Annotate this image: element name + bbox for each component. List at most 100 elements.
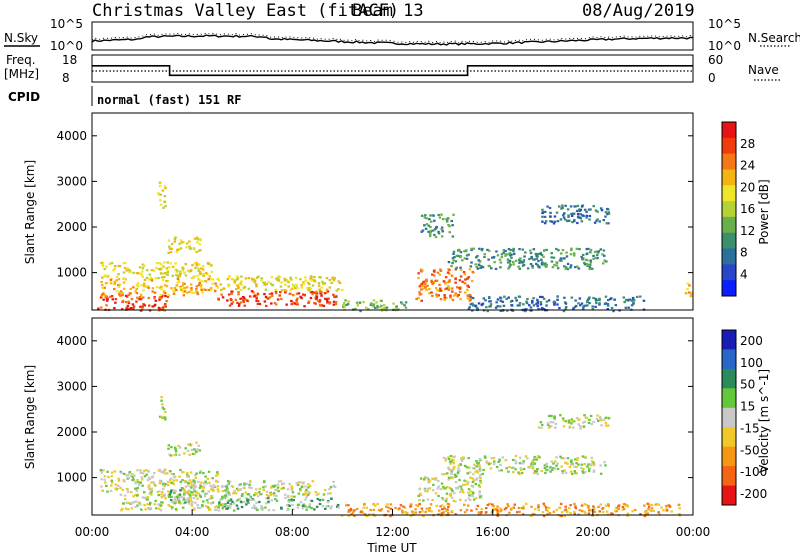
heatmap-cell	[467, 307, 471, 310]
heatmap-cell	[314, 302, 317, 305]
heatmap-cell	[607, 211, 610, 214]
heatmap-cell	[264, 485, 267, 488]
heatmap-cell	[199, 483, 202, 486]
heatmap-cell	[507, 267, 510, 270]
heatmap-cell	[544, 262, 547, 265]
heatmap-cell	[101, 276, 104, 279]
heatmap-cell	[140, 309, 143, 312]
heatmap-cell	[182, 493, 186, 496]
heatmap-cell	[159, 193, 162, 196]
heatmap-cell	[500, 253, 504, 256]
heatmap-cell	[461, 489, 465, 492]
heatmap-cell	[216, 286, 220, 289]
heatmap-cell	[448, 225, 451, 228]
heatmap-cell	[178, 453, 181, 456]
heatmap-cell	[311, 480, 315, 483]
heatmap-cell	[170, 446, 173, 449]
heatmap-cell	[480, 249, 484, 252]
heatmap-cell	[311, 284, 315, 287]
heatmap-cell	[163, 272, 166, 275]
heatmap-cell	[550, 460, 553, 463]
heatmap-cell	[423, 280, 426, 283]
heatmap-cell	[309, 277, 312, 280]
heatmap-cell	[505, 297, 508, 300]
heatmap-cell	[520, 506, 524, 510]
heatmap-cell	[167, 484, 170, 487]
heatmap-cell	[202, 272, 206, 276]
heatmap-cell	[226, 501, 230, 504]
heatmap-cell	[558, 506, 561, 510]
heatmap-cell	[286, 488, 290, 491]
heatmap-cell	[238, 497, 241, 500]
heatmap-cell	[575, 458, 579, 461]
heatmap-cell	[522, 460, 525, 463]
heatmap-cell	[173, 240, 177, 243]
heatmap-cell	[342, 301, 346, 305]
heatmap-cell	[496, 505, 499, 508]
heatmap-cell	[238, 303, 241, 306]
heatmap-cell	[159, 199, 162, 202]
heatmap-cell	[507, 248, 511, 251]
heatmap-cell	[372, 503, 376, 506]
heatmap-cell	[132, 286, 135, 289]
heatmap-cell	[521, 264, 525, 267]
heatmap-cell	[496, 510, 499, 513]
heatmap-cell	[444, 500, 448, 503]
heatmap-cell	[499, 266, 502, 269]
heatmap-cell	[372, 508, 376, 511]
heatmap-cell	[186, 269, 190, 272]
heatmap-cell	[183, 452, 186, 455]
heatmap-cell	[347, 300, 350, 303]
heatmap-cell	[192, 484, 195, 487]
heatmap-cell	[596, 414, 599, 417]
heatmap-cell	[578, 297, 582, 300]
heatmap-cell	[265, 304, 268, 307]
heatmap-cell	[606, 303, 610, 306]
heatmap-cell	[227, 285, 230, 288]
heatmap-cell	[140, 478, 144, 481]
heatmap-cell	[206, 506, 210, 509]
heatmap-cell	[198, 243, 202, 246]
heatmap-cell	[448, 287, 451, 290]
heatmap-cell	[583, 503, 587, 506]
heatmap-cell	[374, 306, 377, 309]
heatmap-cell	[125, 474, 129, 477]
heatmap-cell	[539, 295, 542, 298]
heatmap-cell	[540, 308, 543, 311]
heatmap-cell	[141, 307, 144, 310]
heatmap-cell	[182, 502, 186, 505]
heatmap-cell	[428, 507, 431, 510]
heatmap-cell	[538, 456, 541, 459]
heatmap-cell	[189, 499, 193, 502]
heatmap-cell	[530, 505, 533, 508]
heatmap-cell	[559, 414, 562, 417]
heatmap-cell	[484, 456, 487, 459]
heatmap-cell	[439, 287, 442, 290]
heatmap-cell	[457, 485, 461, 488]
heatmap-cell	[459, 498, 462, 501]
heatmap-cell	[255, 283, 258, 286]
heatmap-cell	[579, 208, 583, 211]
heatmap-cell	[179, 502, 182, 505]
heatmap-cell	[431, 294, 434, 297]
heatmap-cell	[291, 491, 295, 494]
heatmap-cell	[437, 213, 440, 217]
heatmap-cell	[584, 511, 587, 514]
heatmap-cell	[470, 261, 473, 264]
heatmap-cell	[225, 507, 228, 510]
heatmap-cell	[208, 275, 212, 278]
heatmap-cell	[631, 296, 635, 300]
heatmap-cell	[162, 484, 165, 487]
heatmap-cell	[117, 284, 120, 287]
heatmap-cell	[512, 506, 515, 509]
heatmap-cell	[355, 301, 359, 304]
heatmap-cell	[423, 476, 427, 479]
heatmap-cell	[617, 505, 620, 508]
heatmap-cell	[214, 505, 217, 509]
heatmap-cell	[536, 300, 540, 303]
heatmap-cell	[284, 496, 287, 499]
heatmap-cell	[622, 296, 625, 299]
heatmap-cell	[470, 494, 473, 497]
heatmap-cell	[531, 464, 535, 467]
heatmap-cell	[248, 486, 251, 489]
